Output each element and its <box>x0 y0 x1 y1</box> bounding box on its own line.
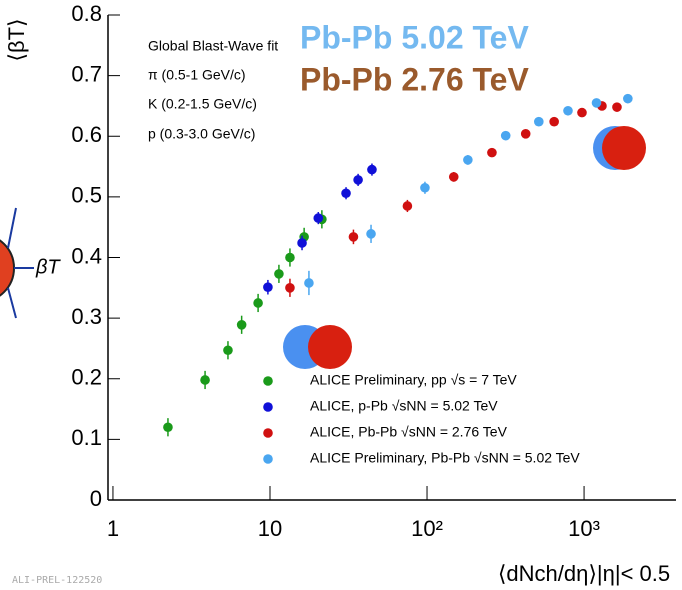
y-tick-label: 0 <box>90 486 102 511</box>
data-point <box>285 283 295 293</box>
legend-label: ALICE Preliminary, Pb-Pb √sNN = 5.02 TeV <box>310 450 580 466</box>
nuclei-pair-high <box>593 126 646 170</box>
x-tick-label: 10³ <box>568 516 600 541</box>
data-point <box>500 130 511 141</box>
data-point <box>274 269 284 279</box>
legend-label: ALICE Preliminary, pp √s = 7 TeV <box>310 372 517 388</box>
data-point <box>402 201 413 211</box>
legend-marker <box>263 402 273 412</box>
data-point <box>366 229 376 239</box>
x-axis-label: ⟨dNch/dη⟩|η|< 0.5 <box>498 561 670 586</box>
y-tick-label: 0.6 <box>71 122 102 147</box>
nuclei-pair-low <box>283 325 352 369</box>
x-tick-label: 10² <box>411 516 443 541</box>
data-point <box>591 98 602 108</box>
data-point <box>420 182 430 193</box>
data-point <box>341 188 351 199</box>
y-tick-label: 0.5 <box>71 183 102 208</box>
data-point <box>348 232 359 242</box>
annotation: Pb-Pb 2.76 TeV <box>300 61 529 97</box>
legend-label: ALICE, p-Pb √sNN = 5.02 TeV <box>310 398 498 414</box>
y-tick-label: 0.1 <box>71 425 102 450</box>
x-tick-label: 10 <box>258 516 282 541</box>
data-point <box>534 116 544 127</box>
data-point <box>163 422 173 433</box>
annotation: p (0.3-3.0 GeV/c) <box>148 126 255 142</box>
y-axis-label: ⟨βT⟩ <box>4 18 29 61</box>
y-tick-label: 0.8 <box>71 1 102 26</box>
data-point <box>313 213 324 223</box>
data-point <box>353 175 363 185</box>
annotation: βT <box>35 256 61 278</box>
data-point <box>448 172 459 182</box>
legend-label: ALICE, Pb-Pb √sNN = 2.76 TeV <box>310 424 508 440</box>
data-point <box>200 375 210 385</box>
data-point <box>367 164 377 175</box>
data-point <box>236 319 247 330</box>
data-point <box>563 105 573 116</box>
data-point <box>623 93 633 104</box>
legend-marker <box>263 428 273 438</box>
annotation: π (0.5-1 GeV/c) <box>148 67 246 83</box>
data-point <box>487 147 497 158</box>
y-tick-label: 0.3 <box>71 304 102 329</box>
data-point <box>520 129 531 139</box>
data-point <box>297 238 307 248</box>
y-tick-label: 0.7 <box>71 61 102 86</box>
data-point <box>304 278 314 288</box>
annotation: ALI-PREL-122520 <box>12 575 102 586</box>
data-point <box>549 116 559 127</box>
legend-marker <box>263 376 273 386</box>
annotation: K (0.2-1.5 GeV/c) <box>148 96 257 112</box>
data-point <box>463 155 473 165</box>
annotation: Global Blast-Wave fit <box>148 38 278 54</box>
data-point <box>612 102 622 112</box>
data-point <box>577 107 587 118</box>
legend-marker <box>263 454 273 464</box>
annotation: Pb-Pb 5.02 TeV <box>300 19 529 55</box>
left-nucleus-sketch <box>0 207 34 319</box>
y-tick-label: 0.2 <box>71 365 102 390</box>
data-point <box>263 282 273 293</box>
x-tick-label: 1 <box>107 516 119 541</box>
data-point <box>253 298 263 308</box>
y-tick-label: 0.4 <box>71 243 102 268</box>
data-point <box>285 252 295 263</box>
data-point <box>223 345 233 356</box>
